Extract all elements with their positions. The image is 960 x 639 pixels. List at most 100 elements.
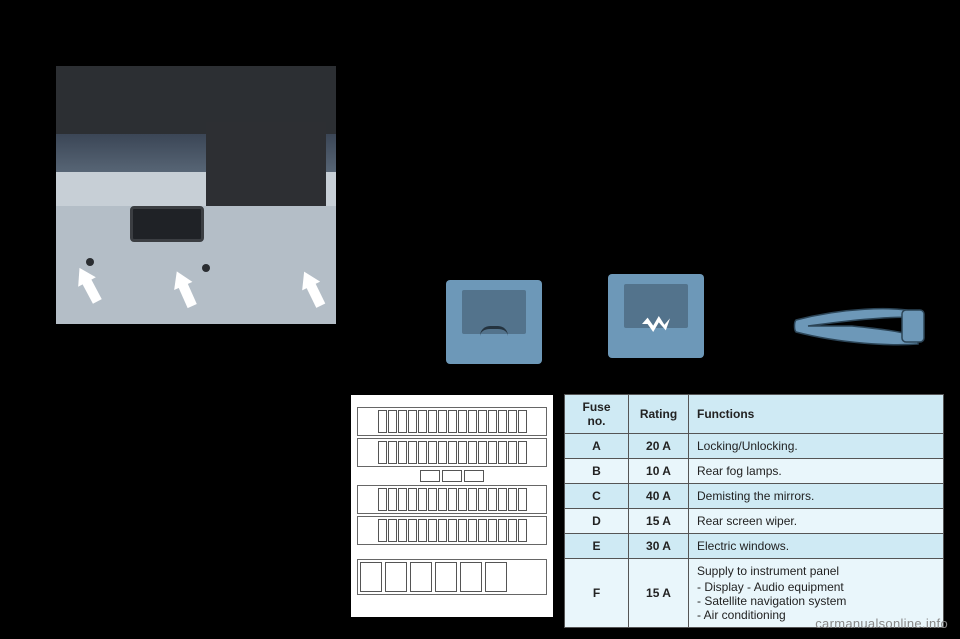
col-header: Functions [689, 395, 944, 434]
fusebox-row [357, 438, 547, 467]
fuse-slot [508, 410, 517, 433]
cell-function: Locking/Unlocking. [689, 434, 944, 459]
col-header: Rating [629, 395, 689, 434]
fuse-slot [478, 519, 487, 542]
fuse-slot [438, 488, 447, 511]
fuse-slot [410, 562, 432, 592]
footer-watermark: carmanualsonline.info [815, 616, 948, 631]
function-subitem: Display - Audio equipment [697, 580, 935, 594]
fuse-slot [388, 441, 397, 464]
switch-panel [130, 206, 204, 242]
fuse-slot [398, 410, 407, 433]
fuse-blown-icon [608, 274, 704, 358]
cell-fuse-no: A [565, 434, 629, 459]
fuse-slot [478, 410, 487, 433]
fuse-slot [448, 519, 457, 542]
fuse-intact-icon [446, 280, 542, 364]
fuse-slot [478, 488, 487, 511]
fuse-slot [408, 519, 417, 542]
cell-fuse-no: B [565, 459, 629, 484]
fusebox-row [357, 559, 547, 595]
fuse-slot [488, 410, 497, 433]
table-row: A20 ALocking/Unlocking. [565, 434, 944, 459]
fuse-slot [518, 441, 527, 464]
fuse-slot [468, 488, 477, 511]
fuse-slot [428, 488, 437, 511]
fuse-slot [438, 441, 447, 464]
fuse-slot [458, 488, 467, 511]
fuse-slot [418, 488, 427, 511]
fuse-slot [448, 410, 457, 433]
fuse-slot [378, 488, 387, 511]
fusebox-diagram [350, 394, 554, 618]
fuse-slot [488, 441, 497, 464]
fuse-slot [478, 441, 487, 464]
cell-fuse-no: F [565, 559, 629, 628]
function-subitem: Satellite navigation system [697, 594, 935, 608]
fuse-slot [498, 519, 507, 542]
fuse-table: Fuse no. Rating Functions A20 ALocking/U… [564, 394, 944, 628]
fuse-slot [468, 519, 477, 542]
fuse-slot [460, 562, 482, 592]
fuse-slot [378, 519, 387, 542]
col-header: Fuse no. [565, 395, 629, 434]
fuse-slot [408, 441, 417, 464]
fuse-slot [508, 441, 517, 464]
table-row: B10 ARear fog lamps. [565, 459, 944, 484]
fuse-slot [378, 441, 387, 464]
fuse-slot [468, 441, 477, 464]
fuse-table-body: A20 ALocking/Unlocking.B10 ARear fog lam… [565, 434, 944, 628]
cell-rating: 20 A [629, 434, 689, 459]
fuse-slot [428, 410, 437, 433]
dashboard-photo: A [56, 66, 336, 324]
cell-function: Electric windows. [689, 534, 944, 559]
fuse-slot [420, 470, 440, 482]
fuse-slot [438, 519, 447, 542]
cell-fuse-no: E [565, 534, 629, 559]
fuse-slot [498, 488, 507, 511]
fuse-slot [418, 441, 427, 464]
table-row: D15 ARear screen wiper. [565, 509, 944, 534]
cell-function: Rear fog lamps. [689, 459, 944, 484]
fuse-slot [418, 519, 427, 542]
table-header-row: Fuse no. Rating Functions [565, 395, 944, 434]
fuse-slot [418, 410, 427, 433]
fuse-slot [464, 470, 484, 482]
fuse-slot [398, 441, 407, 464]
fuse-slot [508, 488, 517, 511]
fuse-slot [508, 519, 517, 542]
fuse-break-icon [642, 316, 670, 332]
fuse-slot [360, 562, 382, 592]
fuse-slot [458, 519, 467, 542]
cell-fuse-no: D [565, 509, 629, 534]
fuse-slot [442, 470, 462, 482]
fusebox-row [357, 516, 547, 545]
fuse-slot [378, 410, 387, 433]
fuse-slot [408, 410, 417, 433]
fuse-filament-icon [480, 326, 508, 336]
fusebox-row [357, 407, 547, 436]
fuse-slot [408, 488, 417, 511]
cell-rating: 15 A [629, 559, 689, 628]
fuse-slot [388, 488, 397, 511]
cell-function: Rear screen wiper. [689, 509, 944, 534]
cell-rating: 30 A [629, 534, 689, 559]
cell-rating: 40 A [629, 484, 689, 509]
fuse-slot [448, 441, 457, 464]
fuse-slot [458, 410, 467, 433]
fuse-slot [518, 488, 527, 511]
fuse-slot [385, 562, 407, 592]
cell-fuse-no: C [565, 484, 629, 509]
tweezers-icon [792, 304, 926, 348]
table-row: E30 AElectric windows. [565, 534, 944, 559]
fuse-slot [435, 562, 457, 592]
cell-function: Demisting the mirrors. [689, 484, 944, 509]
fuse-slot [398, 488, 407, 511]
fuse-slot [498, 410, 507, 433]
fuse-slot [518, 410, 527, 433]
fuse-slot [485, 562, 507, 592]
fuse-slot [498, 441, 507, 464]
fuse-slot [388, 410, 397, 433]
fuse-slot [458, 441, 467, 464]
table-row: C40 ADemisting the mirrors. [565, 484, 944, 509]
